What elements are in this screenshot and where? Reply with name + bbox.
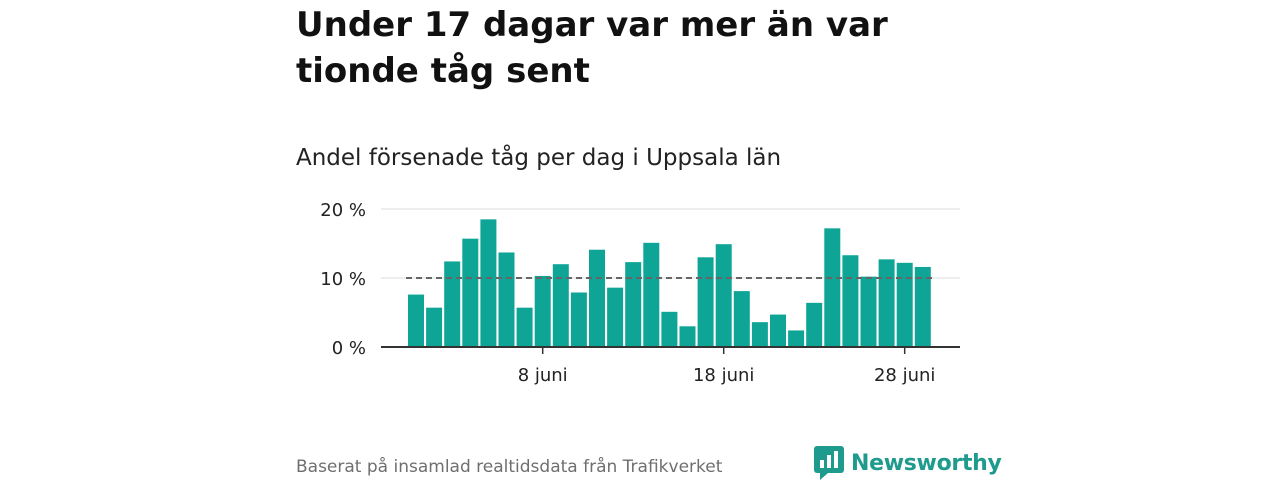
chart-title: Under 17 dagar var mer än var tionde tåg…	[296, 5, 888, 91]
bar	[570, 292, 587, 347]
x-tick-label: 28 juni	[874, 365, 935, 386]
brand-logo: Newsworthy	[814, 446, 1002, 480]
bar	[444, 261, 461, 347]
x-tick-label: 18 juni	[693, 365, 754, 386]
bar	[788, 330, 805, 347]
bar	[534, 275, 551, 347]
bar	[661, 311, 678, 347]
bar	[770, 314, 786, 347]
bar	[715, 244, 732, 347]
y-tick-label: 20 %	[320, 200, 366, 221]
y-tick-label: 0 %	[332, 338, 366, 359]
bar	[878, 259, 895, 347]
bar	[498, 252, 515, 347]
axes: 0 % 10 % 20 % 8 juni 18 juni 28 juni	[320, 200, 960, 386]
bar	[733, 291, 750, 347]
bar	[643, 242, 660, 347]
bar	[625, 262, 642, 347]
bar	[552, 264, 569, 347]
brand-name: Newsworthy	[851, 450, 1002, 476]
bar	[806, 302, 823, 347]
x-tick-label: 8 juni	[518, 365, 568, 386]
bar	[824, 228, 841, 347]
bar	[697, 257, 714, 347]
source-note: Baserat på insamlad realtidsdata från Tr…	[296, 457, 723, 477]
bar	[914, 266, 931, 347]
bar	[589, 249, 605, 347]
bar	[751, 322, 768, 347]
bar-chart-speech-bubble-icon	[814, 446, 844, 480]
bar	[426, 307, 443, 347]
y-tick-label: 10 %	[320, 269, 366, 290]
bar	[607, 287, 624, 347]
bar	[842, 255, 859, 347]
bar	[516, 307, 533, 347]
chart-subtitle: Andel försenade tåg per dag i Uppsala lä…	[296, 145, 782, 171]
bar	[896, 262, 913, 347]
bar	[860, 276, 877, 347]
bar	[679, 326, 696, 347]
bar	[480, 219, 497, 347]
bar	[462, 238, 479, 347]
bar	[408, 294, 424, 347]
bars	[408, 219, 931, 347]
